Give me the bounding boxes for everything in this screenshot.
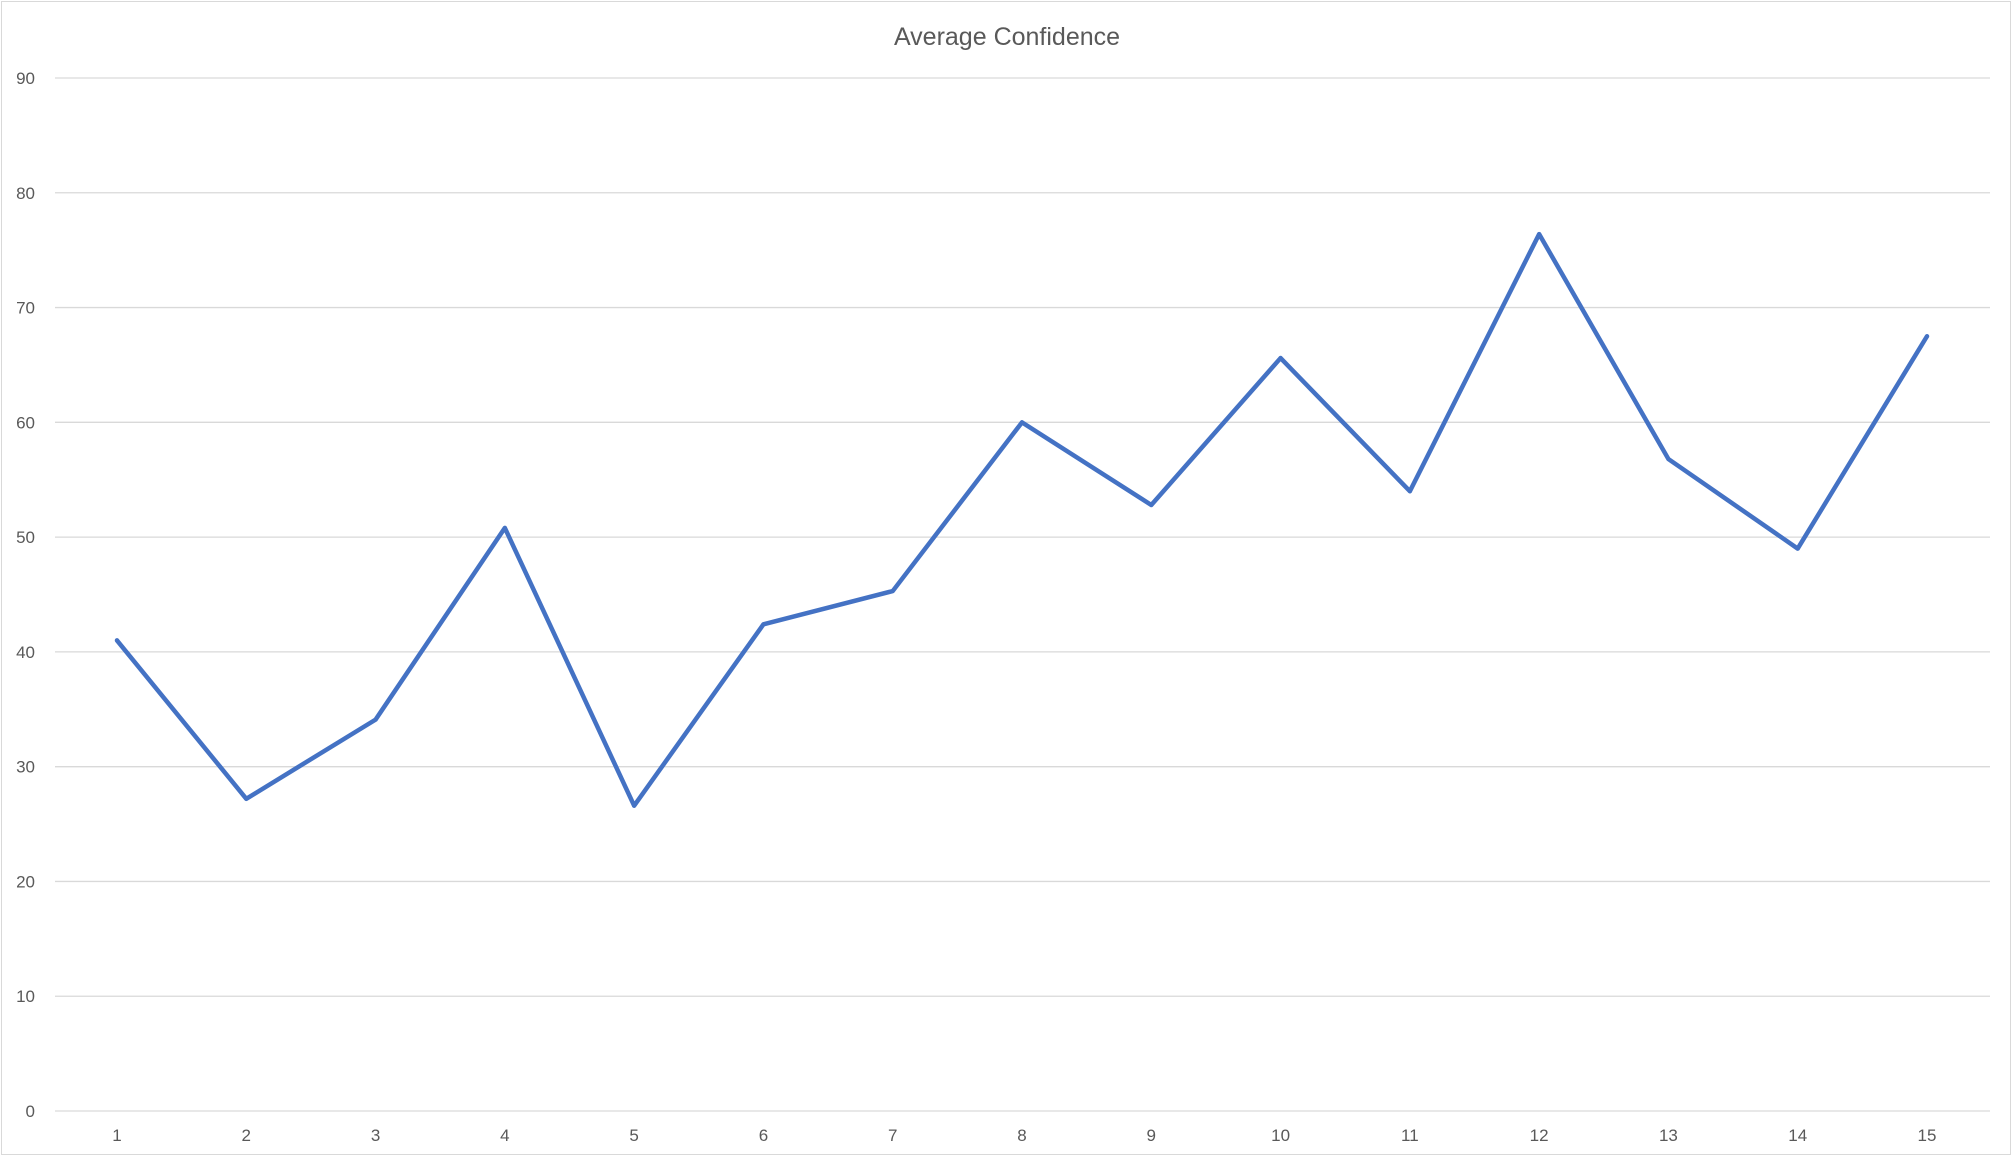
data-points bbox=[115, 232, 1929, 808]
x-tick-label: 1 bbox=[112, 1126, 121, 1145]
data-point bbox=[244, 796, 249, 801]
data-point bbox=[1149, 502, 1154, 507]
x-tick-label: 7 bbox=[888, 1126, 897, 1145]
data-point bbox=[502, 525, 507, 530]
x-tick-label: 13 bbox=[1659, 1126, 1678, 1145]
y-tick-label: 0 bbox=[26, 1102, 35, 1121]
x-tick-label: 2 bbox=[242, 1126, 251, 1145]
x-tick-label: 9 bbox=[1147, 1126, 1156, 1145]
data-point bbox=[1795, 546, 1800, 551]
series-line bbox=[114, 231, 1930, 808]
x-tick-label: 14 bbox=[1788, 1126, 1807, 1145]
y-axis-tick-labels: 0 10 20 30 40 50 60 70 80 90 bbox=[16, 69, 35, 1121]
x-tick-label: 4 bbox=[500, 1126, 509, 1145]
data-point bbox=[1925, 334, 1929, 339]
data-point bbox=[1020, 420, 1024, 425]
data-point bbox=[1278, 356, 1283, 361]
x-axis-tick-labels: 1 2 3 4 5 6 7 8 9 10 11 12 13 14 15 bbox=[112, 1126, 1936, 1145]
y-tick-label: 30 bbox=[16, 758, 35, 777]
x-tick-label: 6 bbox=[759, 1126, 768, 1145]
chart-title: Average Confidence bbox=[894, 23, 1120, 51]
data-point bbox=[1666, 457, 1671, 462]
data-point bbox=[1537, 232, 1542, 237]
y-tick-label: 80 bbox=[16, 184, 35, 203]
y-tick-label: 20 bbox=[16, 872, 35, 891]
data-point bbox=[761, 622, 766, 627]
y-tick-label: 10 bbox=[16, 987, 35, 1006]
y-tick-label: 50 bbox=[16, 528, 35, 547]
gridlines bbox=[55, 77, 1990, 1112]
y-tick-label: 70 bbox=[16, 299, 35, 318]
data-point bbox=[632, 803, 637, 808]
x-tick-label: 5 bbox=[629, 1126, 638, 1145]
data-point bbox=[890, 589, 895, 594]
x-tick-label: 12 bbox=[1530, 1126, 1549, 1145]
y-tick-label: 90 bbox=[16, 69, 35, 88]
y-tick-label: 40 bbox=[16, 643, 35, 662]
data-point bbox=[115, 638, 119, 643]
x-tick-label: 10 bbox=[1271, 1126, 1290, 1145]
data-point bbox=[373, 717, 378, 722]
x-tick-label: 11 bbox=[1401, 1126, 1419, 1145]
x-tick-label: 15 bbox=[1918, 1126, 1937, 1145]
y-tick-label: 60 bbox=[16, 413, 35, 432]
x-tick-label: 3 bbox=[371, 1126, 380, 1145]
x-tick-label: 8 bbox=[1017, 1126, 1026, 1145]
data-point bbox=[1407, 489, 1412, 494]
